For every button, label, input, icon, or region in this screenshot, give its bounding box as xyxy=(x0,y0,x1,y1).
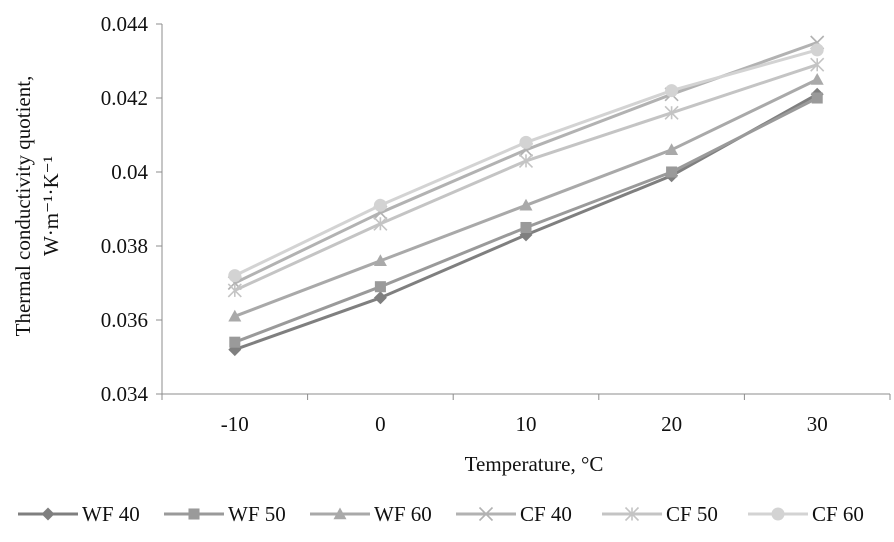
data-marker xyxy=(666,166,678,178)
data-marker xyxy=(771,507,785,521)
data-marker xyxy=(664,105,679,120)
data-marker xyxy=(228,269,242,283)
x-axis-title: Temperature, °C xyxy=(465,452,604,476)
axes: 0.034 0.036 0.038 0.04 0.042 0.044 -10 0 10 20 30 xyxy=(101,12,891,436)
y-tick-label: 0.038 xyxy=(101,234,148,258)
data-marker xyxy=(41,507,55,521)
series-wf-60 xyxy=(228,73,824,322)
y-tick-label: 0.036 xyxy=(101,308,148,332)
data-marker xyxy=(665,143,679,155)
y-axis-title-units: W·m⁻¹·K⁻¹ xyxy=(39,156,63,256)
legend-item: WF 60 xyxy=(310,502,432,526)
legend-item: WF 40 xyxy=(18,502,140,526)
data-marker xyxy=(374,281,386,293)
data-marker xyxy=(478,506,494,522)
data-marker xyxy=(665,84,679,98)
data-marker xyxy=(519,198,533,211)
series-cf-50 xyxy=(227,57,825,298)
data-marker xyxy=(188,508,200,520)
legend-item: CF 50 xyxy=(602,502,718,526)
series-line xyxy=(234,92,818,352)
legend-label: CF 50 xyxy=(666,502,718,526)
data-marker xyxy=(624,506,640,522)
data-marker xyxy=(810,57,825,72)
series-wf-40 xyxy=(228,87,824,357)
data-marker xyxy=(811,92,823,104)
data-marker xyxy=(373,216,388,231)
series-line xyxy=(234,63,818,292)
x-tick-label: 30 xyxy=(807,412,828,436)
legend-item: CF 60 xyxy=(748,502,864,526)
data-marker xyxy=(333,507,347,520)
y-tick-label: 0.04 xyxy=(111,160,148,184)
series-layer xyxy=(227,35,825,357)
legend-item: WF 50 xyxy=(164,502,286,526)
x-tick-label: 10 xyxy=(516,412,537,436)
data-marker xyxy=(229,336,241,348)
data-marker xyxy=(228,309,242,322)
data-marker xyxy=(518,153,534,168)
legend-label: WF 50 xyxy=(228,502,286,526)
data-marker xyxy=(373,198,387,212)
data-marker xyxy=(373,291,387,305)
legend-label: WF 60 xyxy=(374,502,432,526)
x-tick-label: -10 xyxy=(221,412,249,436)
series-wf-50 xyxy=(229,92,823,348)
y-tick-label: 0.042 xyxy=(101,86,148,110)
legend-label: CF 40 xyxy=(520,502,572,526)
data-marker xyxy=(227,283,242,298)
y-tick-label: 0.044 xyxy=(101,12,149,36)
legend-label: CF 60 xyxy=(812,502,864,526)
series-line xyxy=(234,78,818,318)
x-tick-label: 0 xyxy=(375,412,386,436)
data-marker xyxy=(520,221,532,234)
y-tick-label: 0.034 xyxy=(101,382,149,406)
x-tick-label: 20 xyxy=(661,412,682,436)
series-line xyxy=(234,96,818,344)
legend-label: WF 40 xyxy=(82,502,140,526)
data-marker xyxy=(519,135,533,149)
y-axis-title: Thermal conductivity quotient, xyxy=(11,76,35,337)
legend: WF 40 WF 50 WF 60 CF 40 CF 50 CF 60 xyxy=(18,502,864,526)
series-cf-60 xyxy=(228,43,824,283)
data-marker xyxy=(810,73,824,85)
data-marker xyxy=(810,43,824,57)
legend-item: CF 40 xyxy=(456,502,572,526)
data-marker xyxy=(373,254,387,266)
